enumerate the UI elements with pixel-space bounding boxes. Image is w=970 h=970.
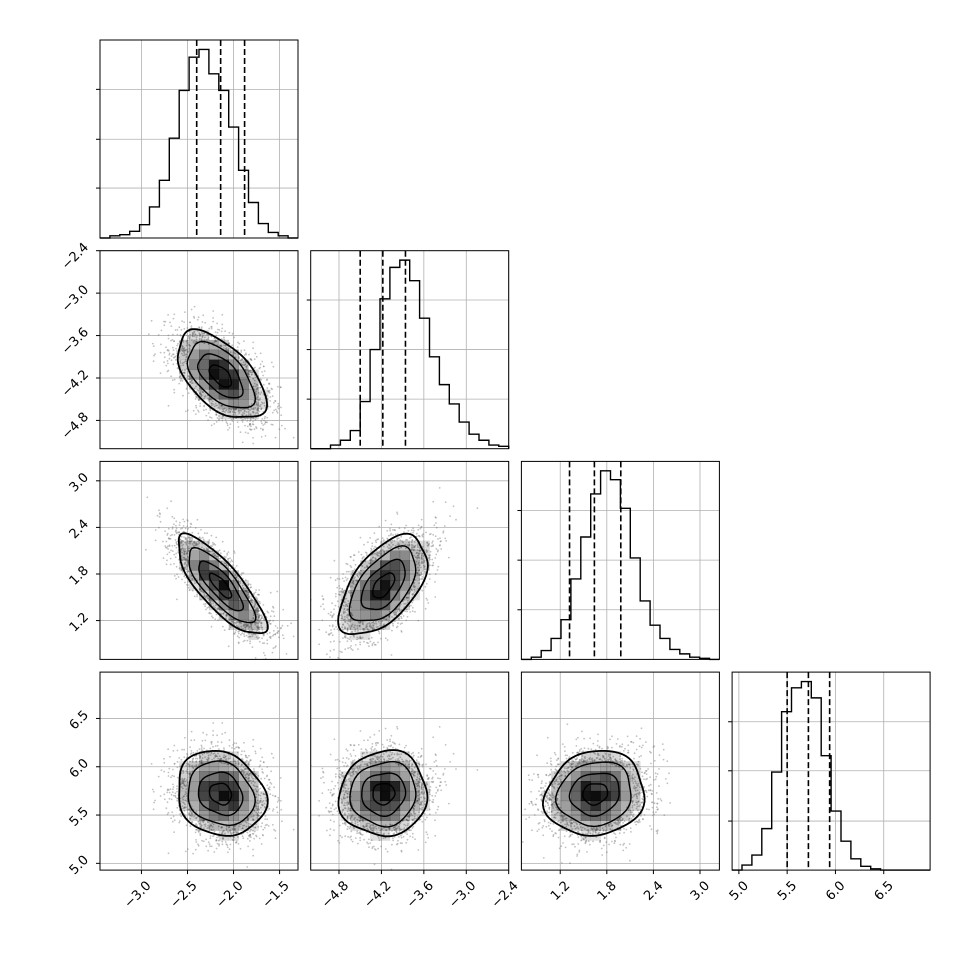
x-tick-label: −2.0: [214, 879, 247, 912]
x-tick-label: 5.5: [775, 879, 800, 904]
x-axis-4: 5.0 5.5 6.0 6.5: [727, 870, 897, 904]
x-tick-label: −3.0: [122, 879, 155, 912]
contour-lines: [337, 749, 429, 838]
histogram-step-line: [310, 259, 510, 450]
scatter-panel-1-3: [99, 460, 299, 660]
panel-frame: [310, 460, 510, 660]
contour-line: [349, 760, 417, 828]
y-tick-label: −3.6: [59, 325, 92, 358]
contour-line: [186, 340, 257, 409]
contour-lines: [541, 750, 646, 837]
x-axis-2: −4.8 −4.2 −3.6 −3.0 −2.4: [319, 870, 522, 911]
contour-line: [208, 572, 233, 599]
x-tick-label: 6.5: [872, 879, 897, 904]
contour-line: [348, 545, 417, 622]
y-tick-label: 6.0: [67, 756, 92, 781]
panel-frame: [310, 671, 510, 871]
x-tick-label: −4.8: [319, 879, 352, 912]
x-tick-label: −2.5: [168, 879, 201, 912]
panel-frame: [520, 460, 720, 660]
contour-line: [196, 353, 244, 399]
contour-line: [360, 558, 406, 611]
histogram-panel-2: [306, 250, 510, 450]
contour-line: [197, 771, 244, 817]
contour-line: [208, 364, 233, 388]
x-tick-label: 2.4: [641, 879, 666, 904]
contour-line: [361, 772, 407, 818]
x-tick-label: 1.8: [595, 879, 620, 904]
contour-line: [582, 783, 609, 806]
x-tick-label: 1.2: [548, 879, 573, 904]
panel-frame: [99, 250, 299, 450]
y-tick-label: 3.0: [67, 470, 92, 495]
contour-lines: [176, 328, 268, 418]
contour-line: [337, 749, 429, 838]
y-tick-label: −4.2: [59, 367, 92, 400]
x-tick-label: −4.2: [362, 879, 395, 912]
panel-frame: [99, 460, 299, 660]
panel-frame: [99, 39, 299, 239]
y-tick-label: −4.8: [59, 410, 92, 443]
contour-line: [337, 532, 429, 636]
scatter-panel-2-4: [310, 671, 510, 871]
x-tick-label: 6.0: [823, 879, 848, 904]
contour-line: [372, 783, 396, 806]
x-tick-label: 5.0: [727, 879, 752, 904]
contour-line: [177, 532, 269, 634]
x-axis-1: −3.0 −2.5 −2.0 −1.5: [122, 870, 293, 911]
scatter-panel-2-3: [310, 460, 510, 660]
y-tick-label: 2.4: [67, 517, 92, 542]
contour-line: [188, 546, 257, 624]
density-grid: [179, 751, 269, 841]
y-axis-2: −4.8 −4.2 −3.6 −3.0 −2.4: [59, 240, 100, 443]
contour-line: [372, 572, 396, 599]
histogram-step-line: [732, 680, 931, 871]
x-tick-label: 3.0: [688, 879, 713, 904]
contour-line: [178, 749, 269, 837]
y-tick-label: 5.0: [67, 853, 92, 878]
y-axis-3: 1.2 1.8 2.4 3.0: [67, 470, 100, 635]
y-tick-label: −3.0: [59, 283, 92, 316]
contour-line: [541, 750, 646, 837]
y-tick-label: −2.4: [59, 240, 92, 273]
histogram-step-line: [100, 48, 298, 239]
histogram-panel-4: [728, 671, 931, 871]
contour-line: [208, 782, 233, 806]
contour-lines: [337, 532, 429, 636]
contour-line: [554, 761, 632, 828]
y-tick-label: 1.8: [67, 563, 92, 588]
y-tick-label: 6.5: [67, 708, 92, 733]
panel-frame: [731, 671, 931, 871]
panel-frame: [99, 671, 299, 871]
contour-line: [568, 772, 620, 817]
contour-line: [176, 328, 268, 418]
contour-line: [187, 760, 256, 827]
scatter-panel-1-2: [99, 250, 299, 450]
contour-lines: [177, 532, 269, 634]
x-tick-label: −1.5: [260, 879, 293, 912]
histogram-panel-3: [517, 460, 720, 661]
y-tick-label: 1.2: [67, 610, 92, 635]
scatter-panel-1-4: [99, 671, 299, 871]
y-tick-label: 5.5: [67, 804, 92, 829]
panel-frame: [520, 671, 720, 871]
x-tick-label: −3.0: [446, 879, 479, 912]
x-axis-3: 1.2 1.8 2.4 3.0: [548, 870, 713, 904]
x-tick-label: −3.6: [404, 879, 437, 912]
density-grid: [179, 540, 269, 640]
x-tick-label: −2.4: [489, 879, 522, 912]
sample-points: [147, 305, 295, 445]
histogram-panel-1: [96, 39, 299, 239]
y-axis-4: 5.0 5.5 6.0 6.5: [67, 708, 100, 878]
panel-frame: [310, 250, 510, 450]
scatter-panel-3-4: [520, 671, 720, 871]
contour-lines: [178, 749, 269, 837]
contour-line: [198, 560, 244, 612]
